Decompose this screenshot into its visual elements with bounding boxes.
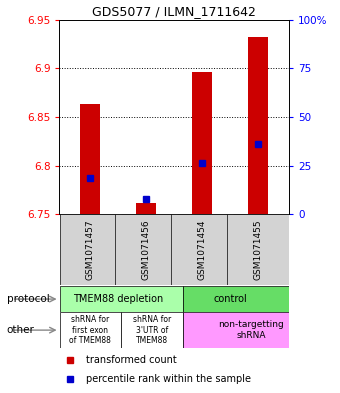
Text: GSM1071456: GSM1071456 [142, 219, 151, 280]
Bar [121, 312, 183, 348]
Text: TMEM88 depletion: TMEM88 depletion [73, 294, 164, 304]
Text: shRNA for
first exon
of TMEM88: shRNA for first exon of TMEM88 [69, 315, 111, 345]
Text: other: other [7, 325, 35, 335]
Text: GSM1071457: GSM1071457 [86, 219, 95, 280]
Bar [59, 214, 121, 285]
Bar [183, 286, 320, 312]
Text: shRNA for
3'UTR of
TMEM88: shRNA for 3'UTR of TMEM88 [133, 315, 171, 345]
Text: percentile rank within the sample: percentile rank within the sample [86, 374, 251, 384]
Bar [192, 72, 212, 214]
Text: GSM1071455: GSM1071455 [254, 219, 263, 280]
Bar [59, 286, 183, 312]
Text: GSM1071454: GSM1071454 [198, 219, 207, 280]
Text: non-targetting
shRNA: non-targetting shRNA [218, 320, 284, 340]
Bar [227, 214, 289, 285]
Bar [136, 202, 156, 214]
Text: transformed count: transformed count [86, 354, 176, 365]
Text: control: control [214, 294, 247, 304]
Bar [59, 312, 121, 348]
Bar [81, 104, 100, 214]
Bar [183, 312, 320, 348]
Title: GDS5077 / ILMN_1711642: GDS5077 / ILMN_1711642 [92, 6, 256, 18]
Bar [249, 37, 268, 214]
Text: protocol: protocol [7, 294, 50, 304]
Bar [116, 214, 177, 285]
Bar [171, 214, 233, 285]
